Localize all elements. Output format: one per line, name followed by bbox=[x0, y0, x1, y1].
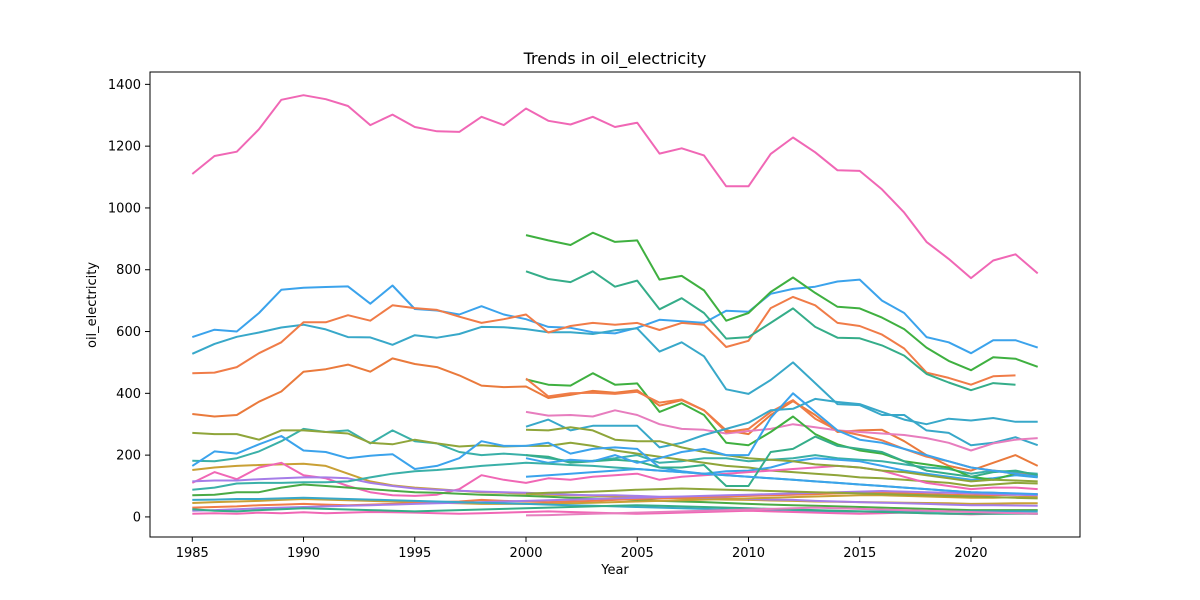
y-tick-label: 1400 bbox=[108, 78, 141, 93]
series-line-23 bbox=[192, 494, 1038, 505]
x-tick-label: 2020 bbox=[954, 546, 987, 561]
y-tick-label: 600 bbox=[116, 325, 141, 340]
y-tick-label: 400 bbox=[116, 387, 141, 402]
y-axis: 0 200 400 600 800 1000 1200 1400 bbox=[108, 78, 150, 525]
series-line-7 bbox=[525, 270, 1016, 392]
x-tick-label: 1985 bbox=[176, 546, 209, 561]
x-tick-label: 1990 bbox=[287, 546, 320, 561]
series-line-5 bbox=[192, 357, 1039, 472]
series-line-15 bbox=[525, 372, 1038, 481]
x-axis-label: Year bbox=[600, 563, 629, 578]
series-line-28 bbox=[192, 504, 1038, 515]
series-line-13 bbox=[192, 476, 1038, 507]
series-line-6 bbox=[525, 231, 1039, 372]
series-line-31 bbox=[525, 506, 1038, 517]
chart-title: Trends in oil_electricity bbox=[523, 49, 707, 69]
y-tick-label: 1000 bbox=[108, 201, 141, 216]
series-line-11 bbox=[191, 435, 1038, 481]
series-line-19 bbox=[525, 435, 1038, 487]
x-tick-label: 2015 bbox=[843, 546, 876, 561]
series-line-4 bbox=[192, 295, 1016, 386]
series-line-25 bbox=[192, 490, 1038, 512]
y-tick-label: 1200 bbox=[108, 140, 141, 155]
x-tick-label: 2010 bbox=[732, 546, 765, 561]
series-line-1 bbox=[191, 94, 1039, 280]
y-tick-label: 200 bbox=[116, 449, 141, 464]
x-tick-label: 2005 bbox=[621, 546, 654, 561]
plot-lines bbox=[191, 94, 1039, 517]
series-line-8 bbox=[192, 427, 1038, 475]
series-line-24 bbox=[192, 491, 1038, 509]
series-line-17 bbox=[525, 397, 1038, 449]
x-axis: 1985 1990 1995 2000 2005 2010 2015 2020 bbox=[176, 537, 988, 561]
y-tick-label: 0 bbox=[133, 510, 141, 525]
series-line-2 bbox=[191, 278, 1039, 355]
series-line-30 bbox=[525, 468, 1038, 496]
series-line-3 bbox=[191, 323, 1039, 447]
series-line-12 bbox=[191, 461, 1038, 497]
y-axis-label: oil_electricity bbox=[85, 262, 100, 348]
series-line-29 bbox=[525, 487, 1038, 500]
plot-area-frame bbox=[149, 71, 1081, 538]
y-tick-label: 800 bbox=[116, 263, 141, 278]
series-line-9 bbox=[192, 429, 1038, 487]
x-tick-label: 1995 bbox=[398, 546, 431, 561]
x-tick-label: 2000 bbox=[509, 546, 542, 561]
series-line-14 bbox=[525, 409, 1038, 452]
series-line-18 bbox=[525, 426, 1038, 483]
series-line-20 bbox=[525, 392, 1038, 478]
